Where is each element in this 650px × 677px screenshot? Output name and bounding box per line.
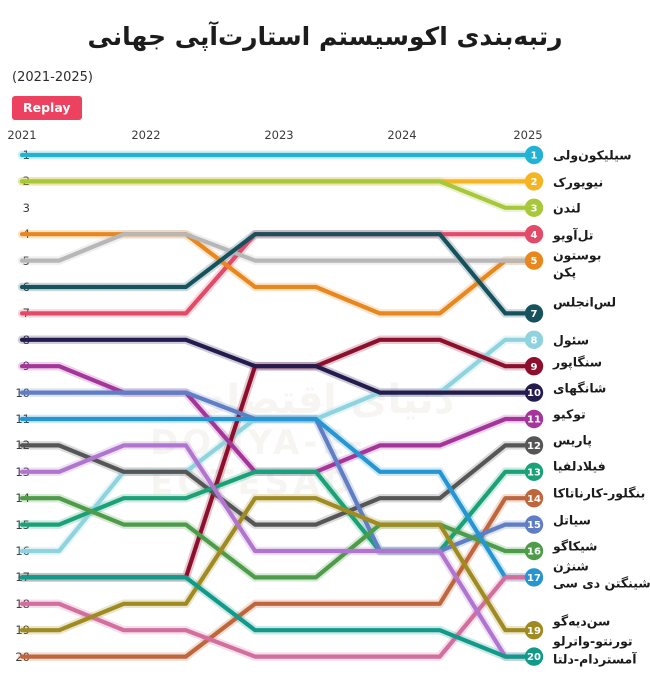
city-label-1[interactable]: نیویورک	[553, 174, 604, 190]
year-tick-2023: 2023	[264, 128, 294, 142]
city-label-3[interactable]: تل‌آویو	[553, 227, 594, 243]
city-label-10[interactable]: توکیو	[553, 406, 586, 422]
page-title: رتبه‌بندی اکوسیستم استارت‌آپی جهانی	[87, 22, 563, 51]
city-label-17[interactable]: واشینگتن دی سی	[553, 575, 650, 591]
city-label-12[interactable]: فیلادلفیا	[553, 458, 606, 474]
city-label-11[interactable]: پاریس	[553, 432, 592, 448]
chart-subtitle: (2021-2025)	[12, 70, 94, 85]
year-axis: 2021 2022 2023 2024 2025	[0, 128, 650, 144]
replay-button[interactable]: Replay	[12, 96, 82, 120]
year-tick-2022: 2022	[131, 128, 161, 142]
city-label-20[interactable]: آمستردام-دلتا	[553, 651, 637, 667]
city-label-6[interactable]: لس‌انجلس	[553, 294, 617, 310]
city-label-13[interactable]: بنگلور-کارناتاکا	[553, 485, 646, 501]
city-label-2[interactable]: لندن	[553, 200, 581, 216]
city-label-8[interactable]: سنگاپور	[553, 354, 603, 370]
year-tick-2025: 2025	[513, 128, 543, 142]
year-tick-2021: 2021	[7, 128, 37, 142]
city-label-16[interactable]: شنژن	[553, 558, 589, 574]
city-label-4[interactable]: بوستون	[553, 247, 602, 263]
city-label-14[interactable]: سیاتل	[553, 512, 591, 528]
city-label-9[interactable]: شانگهای	[553, 380, 607, 396]
city-label-5[interactable]: پکن	[553, 264, 577, 280]
city-label-18[interactable]: سن‌دیه‌گو	[553, 613, 611, 629]
city-label-19[interactable]: تورنتو-واترلو	[553, 633, 633, 649]
city-label-15[interactable]: شیکاگو	[553, 538, 598, 554]
city-label-0[interactable]: سیلیکون‌ولی	[553, 147, 632, 163]
city-label-7[interactable]: سئول	[553, 332, 590, 348]
year-tick-2024: 2024	[387, 128, 417, 142]
